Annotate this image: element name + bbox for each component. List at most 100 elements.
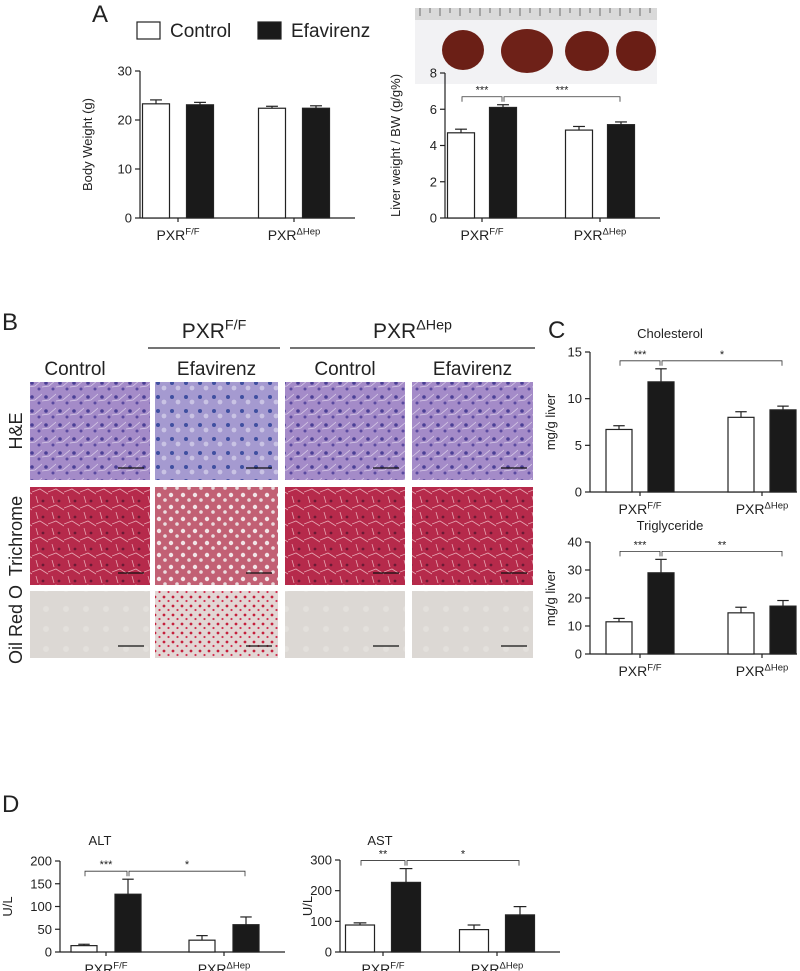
x-tick-label: PXRF/F <box>84 960 127 971</box>
y-tick-label: 2 <box>430 174 437 189</box>
micrograph <box>285 591 405 658</box>
x-tick-label-sup: ΔHep <box>499 960 523 971</box>
legend-label: Efavirenz <box>291 21 370 42</box>
micrograph <box>412 591 533 658</box>
x-tick-label: PXRΔHep <box>268 226 321 243</box>
significance-label: *** <box>634 349 648 361</box>
bar <box>344 924 376 953</box>
x-tick-label-sup: ΔHep <box>226 960 250 971</box>
bar <box>188 939 216 953</box>
group-label-sup: ΔHep <box>416 318 452 334</box>
panel-label: B <box>2 309 18 336</box>
y-axis-label: U/L <box>300 896 315 916</box>
bar <box>185 104 215 219</box>
x-tick-label-sup: F/F <box>647 500 661 511</box>
panel-label: D <box>2 791 19 818</box>
group-label: PXRΔHep <box>373 318 452 343</box>
x-tick-label: PXRΔHep <box>471 960 524 971</box>
y-axis-label: U/L <box>0 896 15 916</box>
bar <box>727 612 755 655</box>
y-tick-label: 20 <box>118 113 132 128</box>
chart-title: ALT <box>89 833 112 848</box>
significance-bracket <box>661 360 783 366</box>
x-tick-label-sup: ΔHep <box>602 226 626 237</box>
micrograph <box>285 382 405 480</box>
group-label-base: PXR <box>373 320 416 343</box>
y-tick-label: 100 <box>310 914 332 929</box>
y-tick-label: 300 <box>310 853 332 868</box>
bar <box>70 945 98 953</box>
significance-bracket <box>619 360 661 366</box>
y-tick-label: 8 <box>430 66 437 81</box>
y-tick-label: 30 <box>118 64 132 79</box>
y-tick-label: 0 <box>430 211 437 226</box>
y-tick-label: 20 <box>568 591 582 606</box>
micrograph <box>30 591 150 658</box>
bar <box>769 605 797 655</box>
bar <box>647 572 675 655</box>
significance-bracket <box>503 96 621 102</box>
y-tick-label: 15 <box>568 345 582 360</box>
column-label: Efavirenz <box>177 359 256 380</box>
y-tick-label: 50 <box>38 922 52 937</box>
bar <box>504 914 536 953</box>
x-tick-label-base: PXR <box>618 501 647 517</box>
y-tick-label: 10 <box>568 619 582 634</box>
bar <box>141 103 171 219</box>
bar <box>390 881 422 953</box>
legend-swatch <box>136 21 161 40</box>
bar <box>605 621 633 655</box>
chart-title: AST <box>367 833 392 848</box>
x-tick-label-sup: F/F <box>647 662 661 673</box>
x-tick-label-base: PXR <box>198 961 227 971</box>
x-tick-label-sup: F/F <box>489 226 503 237</box>
panel-label: A <box>92 1 108 28</box>
chart-title: Cholesterol <box>637 326 703 341</box>
x-tick-label-sup: F/F <box>390 960 404 971</box>
y-tick-label: 200 <box>310 883 332 898</box>
x-tick-label-base: PXR <box>736 663 765 679</box>
x-tick-label-sup: ΔHep <box>764 662 788 673</box>
legend-swatch <box>257 21 282 40</box>
y-tick-label: 5 <box>575 438 582 453</box>
row-label: Oil Red O <box>6 585 26 664</box>
x-tick-label-base: PXR <box>574 227 603 243</box>
group-label-base: PXR <box>182 320 225 343</box>
significance-bracket <box>84 870 128 877</box>
bar <box>488 106 518 219</box>
bar <box>446 132 476 219</box>
micrograph <box>30 487 150 585</box>
significance-bracket <box>128 870 246 877</box>
x-tick-label-base: PXR <box>84 961 113 971</box>
x-tick-label: PXRF/F <box>618 662 661 679</box>
significance-bracket <box>661 550 783 557</box>
x-tick-label-base: PXR <box>156 227 185 243</box>
x-tick-label-sup: F/F <box>113 960 127 971</box>
significance-label: ** <box>718 539 727 551</box>
micrograph <box>285 487 405 585</box>
y-tick-label: 150 <box>30 876 52 891</box>
column-label: Control <box>44 359 105 380</box>
bar <box>647 381 675 493</box>
micrograph <box>155 487 278 585</box>
bar <box>605 428 633 493</box>
column-label: Efavirenz <box>433 359 512 380</box>
significance-label: *** <box>476 85 490 97</box>
x-tick-label: PXRΔHep <box>574 226 627 243</box>
y-tick-label: 40 <box>568 535 582 550</box>
bar <box>257 107 287 219</box>
y-tick-label: 0 <box>45 945 52 960</box>
y-axis-label: Body Weight (g) <box>80 98 95 191</box>
x-tick-label: PXRΔHep <box>736 500 789 517</box>
y-tick-label: 0 <box>125 211 132 226</box>
micrograph <box>412 382 533 480</box>
x-tick-label-sup: ΔHep <box>764 500 788 511</box>
micrograph <box>30 382 150 480</box>
bar <box>727 416 755 493</box>
y-axis-label: mg/g liver <box>543 569 558 626</box>
y-tick-label: 0 <box>325 945 332 960</box>
significance-bracket <box>360 860 406 866</box>
y-tick-label: 10 <box>568 391 582 406</box>
